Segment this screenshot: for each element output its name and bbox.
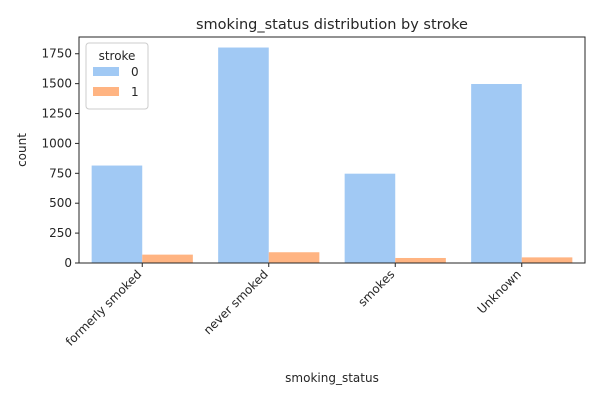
bar-never-smoked-stroke-1 [268, 252, 320, 263]
bar-smokes-stroke-1 [395, 257, 446, 263]
x-tick-label: never smoked [201, 267, 271, 337]
x-tick-label: smokes [355, 267, 397, 309]
bar-never-smoked-stroke-0 [218, 47, 269, 263]
legend-swatch-1 [93, 87, 119, 96]
bar-unknown-stroke-0 [471, 83, 522, 263]
y-tick-label: 1250 [41, 107, 72, 121]
x-axis-title: smoking_status [285, 371, 379, 385]
y-tick-label: 250 [49, 226, 72, 240]
y-tick-label: 750 [49, 166, 72, 180]
bar-unknown-stroke-1 [521, 257, 573, 263]
bar-smokes-stroke-0 [344, 173, 396, 263]
x-tick-label: Unknown [475, 267, 524, 316]
plot-frame [78, 36, 586, 264]
y-tick-label: 500 [49, 196, 72, 210]
bar-formerly-smoked-stroke-0 [91, 165, 143, 263]
bar-formerly-smoked-stroke-1 [142, 254, 193, 263]
x-tick-label: formerly smoked [63, 267, 145, 349]
y-tick-label: 0 [64, 256, 72, 270]
bars [91, 47, 573, 263]
y-axis-title: count [15, 133, 29, 167]
legend-label-1: 1 [131, 85, 139, 99]
y-tick-label: 1000 [41, 136, 72, 150]
x-axis-ticks: formerly smoked never smoked smokes Unknown [63, 263, 524, 349]
y-tick-label: 1750 [41, 47, 72, 61]
y-axis-ticks: 0 250 500 750 1000 1250 1500 1750 [41, 47, 79, 270]
y-tick-label: 1500 [41, 77, 72, 91]
chart-title: smoking_status distribution by stroke [196, 17, 468, 33]
legend-label-0: 0 [131, 65, 139, 79]
legend: stroke 0 1 [85, 42, 149, 110]
legend-title: stroke [99, 49, 136, 63]
legend-swatch-0 [93, 67, 119, 76]
